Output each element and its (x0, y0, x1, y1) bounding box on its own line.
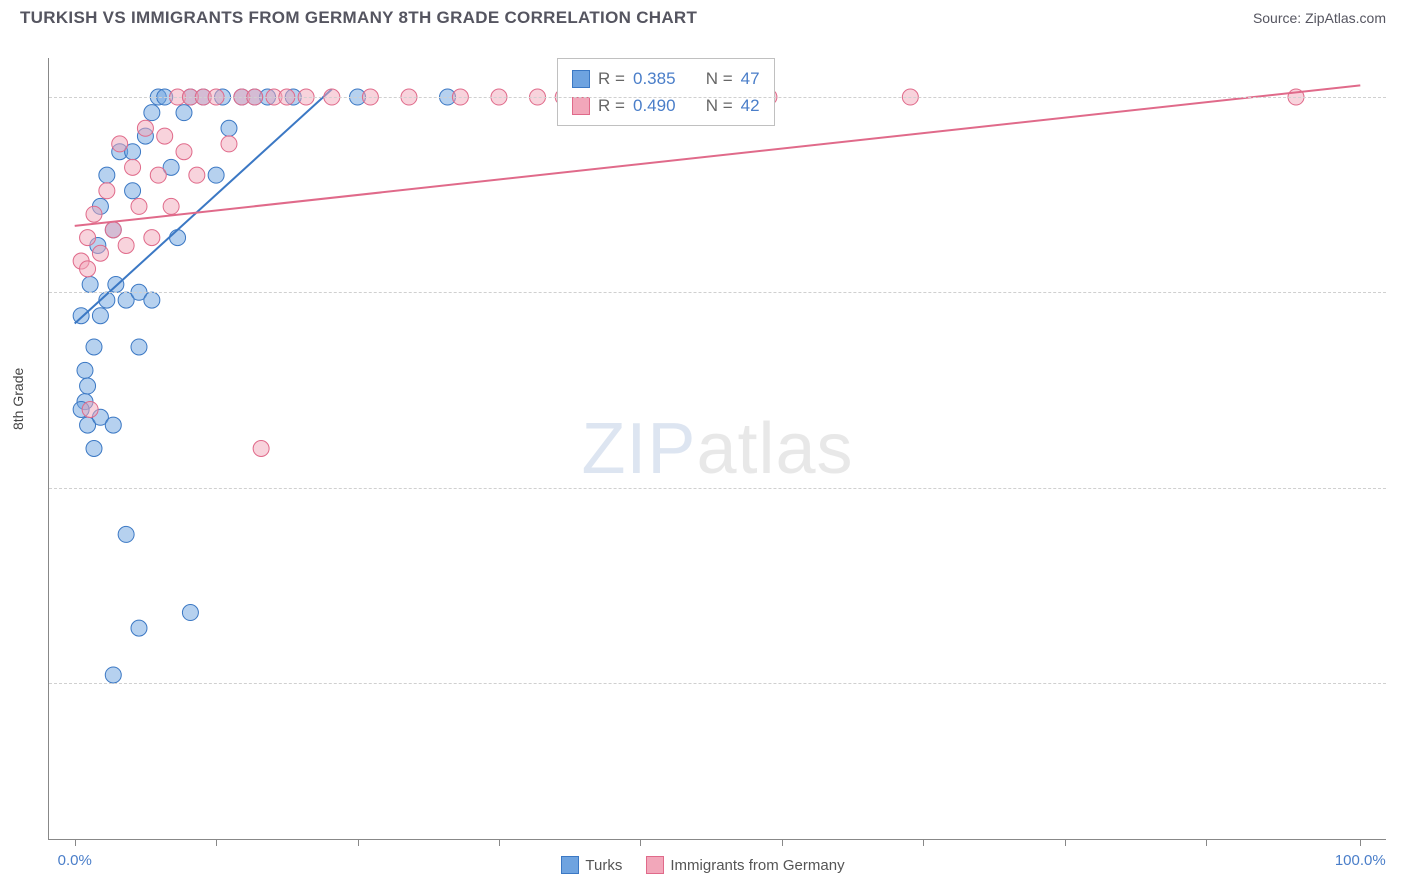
legend-swatch (572, 70, 590, 88)
data-point (150, 167, 166, 183)
ytick-label: 95.0% (1396, 479, 1406, 496)
xtick (640, 839, 641, 846)
ytick-label: 100.0% (1396, 89, 1406, 106)
gridline-h (49, 97, 1386, 98)
gridline-h (49, 292, 1386, 293)
data-point (105, 667, 121, 683)
data-point (92, 308, 108, 324)
data-point (105, 417, 121, 433)
data-point (131, 198, 147, 214)
scatter-plot-svg (49, 58, 1386, 839)
y-axis-label: 8th Grade (10, 368, 26, 430)
data-point (144, 230, 160, 246)
data-point (77, 362, 93, 378)
data-point (80, 261, 96, 277)
xtick (1065, 839, 1066, 846)
data-point (221, 120, 237, 136)
legend-swatch (561, 856, 579, 874)
xtick (1206, 839, 1207, 846)
data-point (176, 105, 192, 121)
correlation-legend: R = 0.385 N = 47R = 0.490 N = 42 (557, 58, 775, 126)
trend-line (75, 89, 332, 323)
data-point (118, 237, 134, 253)
xtick (499, 839, 500, 846)
xtick (923, 839, 924, 846)
legend-n-label: N = (706, 65, 733, 92)
data-point (125, 159, 141, 175)
data-point (105, 222, 121, 238)
data-point (73, 308, 89, 324)
data-point (253, 441, 269, 457)
data-point (92, 245, 108, 261)
legend-r-value: 0.385 (633, 65, 676, 92)
chart-area: ZIPatlas R = 0.385 N = 47R = 0.490 N = 4… (48, 58, 1386, 840)
data-point (182, 605, 198, 621)
series-name: Turks (585, 857, 622, 874)
source-label: Source: ZipAtlas.com (1253, 10, 1386, 26)
data-point (99, 183, 115, 199)
xtick (1360, 839, 1361, 846)
data-point (221, 136, 237, 152)
series-legend-item: Immigrants from Germany (646, 856, 844, 874)
data-point (86, 206, 102, 222)
data-point (80, 378, 96, 394)
data-point (99, 167, 115, 183)
data-point (80, 230, 96, 246)
data-point (82, 401, 98, 417)
data-point (112, 136, 128, 152)
xtick (782, 839, 783, 846)
legend-swatch (572, 97, 590, 115)
ytick-label: 97.5% (1396, 284, 1406, 301)
data-point (170, 230, 186, 246)
data-point (208, 167, 224, 183)
data-point (86, 339, 102, 355)
data-point (125, 183, 141, 199)
data-point (118, 526, 134, 542)
data-point (144, 292, 160, 308)
series-name: Immigrants from Germany (670, 857, 844, 874)
data-point (157, 128, 173, 144)
series-legend: Turks Immigrants from Germany (0, 856, 1406, 874)
legend-row: R = 0.385 N = 47 (572, 65, 760, 92)
data-point (176, 144, 192, 160)
legend-r-label: R = (598, 65, 625, 92)
series-legend-item: Turks (561, 856, 622, 874)
data-point (189, 167, 205, 183)
legend-swatch (646, 856, 664, 874)
chart-title: TURKISH VS IMMIGRANTS FROM GERMANY 8TH G… (20, 8, 697, 28)
xtick (216, 839, 217, 846)
data-point (82, 276, 98, 292)
data-point (163, 198, 179, 214)
data-point (131, 339, 147, 355)
data-point (137, 120, 153, 136)
gridline-h (49, 683, 1386, 684)
ytick-label: 92.5% (1396, 674, 1406, 691)
gridline-h (49, 488, 1386, 489)
data-point (131, 620, 147, 636)
xtick (75, 839, 76, 846)
data-point (86, 441, 102, 457)
data-point (144, 105, 160, 121)
xtick (358, 839, 359, 846)
legend-n-value: 47 (741, 65, 760, 92)
